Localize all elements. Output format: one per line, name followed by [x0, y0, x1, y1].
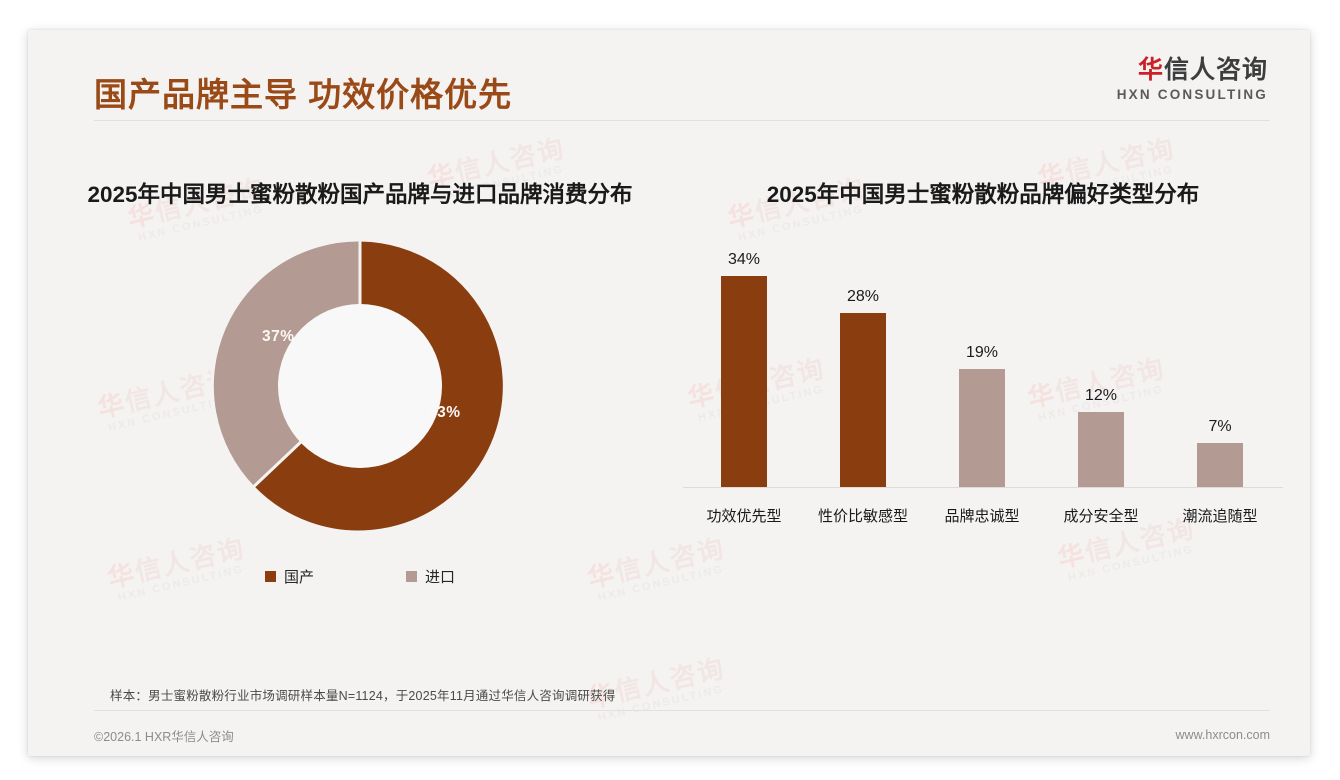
footer-website[interactable]: www.hxrcon.com — [1175, 728, 1270, 742]
bar-item[interactable]: 19% — [929, 242, 1035, 488]
bar-item[interactable]: 7% — [1167, 242, 1273, 488]
donut-svg — [210, 238, 506, 534]
legend-item-domestic[interactable]: 国产 — [264, 566, 314, 587]
bar-rect[interactable] — [840, 313, 886, 488]
bar-value-label: 34% — [727, 251, 761, 269]
bar-category-label: 性价比敏感型 — [817, 508, 908, 526]
bar-value-label: 28% — [846, 288, 880, 306]
bar-chart-baseline — [683, 487, 1283, 489]
footer-divider — [94, 710, 1270, 711]
slide-footer: ©2026.1 HXR华信人咨询 www.hxrcon.com — [94, 720, 1270, 750]
brand-logo-accent-char: 华 — [1137, 56, 1164, 84]
footer-copyright: ©2026.1 HXR华信人咨询 — [94, 729, 234, 744]
legend-label-import: 进口 — [425, 569, 456, 587]
bar-category-label: 潮流追随型 — [1182, 508, 1258, 526]
donut-chart-panel: 2025年中国男士蜜粉散粉国产品牌与进口品牌消费分布 63% 37% 国产 — [40, 180, 680, 650]
slide-canvas: 华信人咨询 HXN CONSULTING 华信人咨询 HXN CONSULTIN… — [28, 30, 1310, 756]
brand-logo: 华信人咨询 HXN CONSULTING — [1117, 58, 1268, 102]
bar-rect[interactable] — [1197, 443, 1243, 488]
legend-item-import[interactable]: 进口 — [406, 566, 455, 587]
brand-logo-rest: 信人咨询 — [1163, 56, 1268, 84]
bar-value-label: 7% — [1208, 418, 1232, 436]
bar-rect[interactable] — [959, 369, 1005, 488]
donut-chart-title: 2025年中国男士蜜粉散粉国产品牌与进口品牌消费分布 — [87, 182, 633, 207]
charts-container: 2025年中国男士蜜粉散粉国产品牌与进口品牌消费分布 63% 37% 国产 — [28, 180, 1310, 660]
bar-category-label: 品牌忠诚型 — [944, 508, 1020, 526]
page-title: 国产品牌主导 功效价格优先 — [94, 76, 513, 113]
legend-label-domestic: 国产 — [283, 569, 314, 587]
bar-chart-title: 2025年中国男士蜜粉散粉品牌偏好类型分布 — [766, 182, 1200, 207]
bar-item[interactable]: 28% — [810, 242, 916, 488]
donut-value-domestic: 63% — [428, 404, 461, 422]
title-divider — [94, 120, 1270, 121]
legend-swatch-icon — [406, 571, 417, 583]
sample-footnote: 样本：男士蜜粉散粉行业市场调研样本量N=1124，于2025年11月通过华信人咨… — [110, 689, 616, 703]
bar-category-label: 成分安全型 — [1063, 508, 1139, 526]
bar-rect[interactable] — [1078, 412, 1124, 488]
bar-value-label: 12% — [1084, 387, 1118, 405]
bar-chart-panel: 2025年中国男士蜜粉散粉品牌偏好类型分布 34% 28% 19% — [683, 180, 1283, 650]
bar-category-label: 功效优先型 — [706, 508, 782, 526]
bar-value-label: 19% — [965, 344, 999, 362]
donut-value-import: 37% — [262, 328, 295, 346]
bar-item[interactable]: 34% — [691, 242, 797, 488]
brand-logo-cn: 华信人咨询 — [1117, 58, 1268, 83]
bar-category-axis: 功效优先型 性价比敏感型 品牌忠诚型 成分安全型 潮流追随型 — [691, 505, 1273, 526]
donut-chart: 63% 37% — [210, 236, 510, 536]
bar-series: 34% 28% 19% 12% — [691, 242, 1273, 488]
brand-logo-en: HXN CONSULTING — [1116, 87, 1268, 102]
watermark-rest: 信人咨询 — [612, 652, 729, 708]
bar-chart: 34% 28% 19% 12% — [683, 242, 1283, 542]
bar-item[interactable]: 12% — [1048, 242, 1154, 488]
donut-legend: 国产 进口 — [40, 566, 680, 587]
slide-header: 国产品牌主导 功效价格优先 华信人咨询 HXN CONSULTING — [28, 30, 1310, 122]
legend-swatch-icon — [264, 571, 276, 583]
donut-hole — [278, 304, 442, 469]
bar-rect[interactable] — [721, 276, 767, 488]
